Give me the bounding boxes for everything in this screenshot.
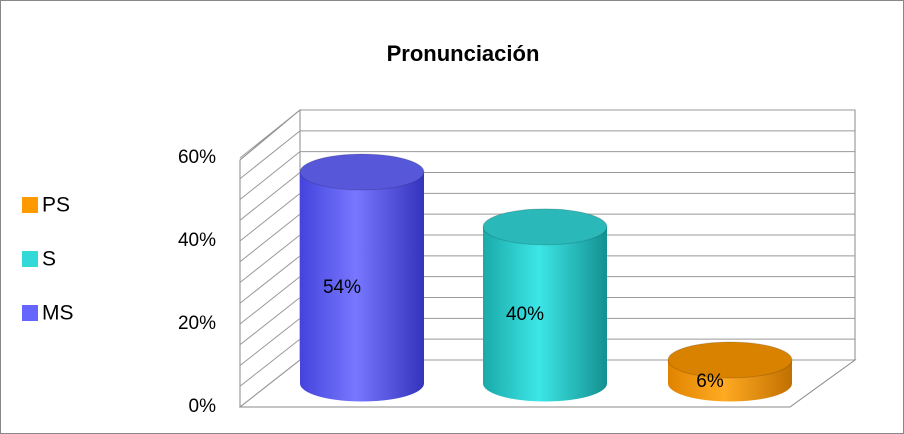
chart-title: Pronunciación (387, 41, 540, 66)
bar-top (299, 153, 425, 191)
data-label: 54% (323, 277, 361, 298)
legend-label: PS (42, 194, 70, 217)
grid-line (239, 151, 855, 200)
legend-label: S (42, 248, 56, 271)
y-tick-label: 40% (178, 230, 216, 251)
data-label: 40% (506, 304, 544, 325)
y-tick-label: 20% (178, 313, 216, 334)
grid-line (239, 109, 855, 159)
legend-label: MS (42, 302, 74, 325)
bar-top (667, 341, 793, 379)
legend-swatch (22, 251, 38, 267)
bar (483, 226, 607, 402)
bar (300, 172, 424, 402)
data-label: 6% (696, 371, 724, 392)
legend-swatch (22, 197, 38, 213)
legend-swatch (22, 305, 38, 321)
y-tick-label: 0% (189, 396, 217, 417)
grid-line (239, 130, 855, 180)
bar-top (482, 208, 608, 246)
y-tick-label: 60% (178, 147, 216, 168)
